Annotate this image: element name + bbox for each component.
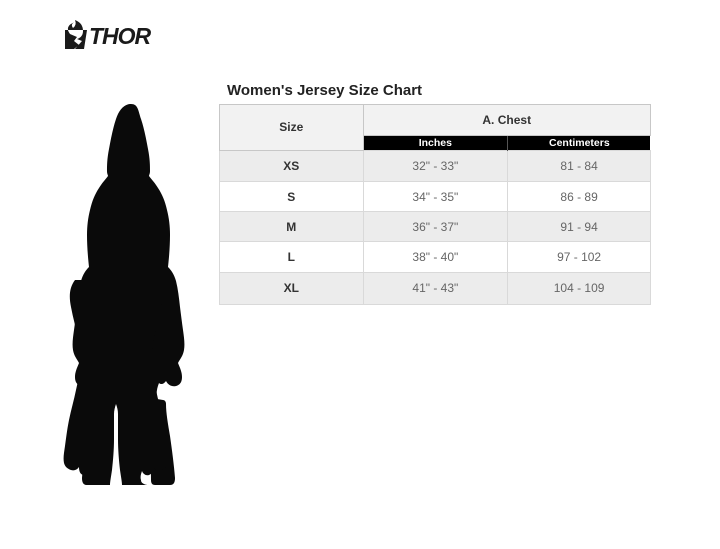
svg-text:THOR: THOR [89,23,152,49]
